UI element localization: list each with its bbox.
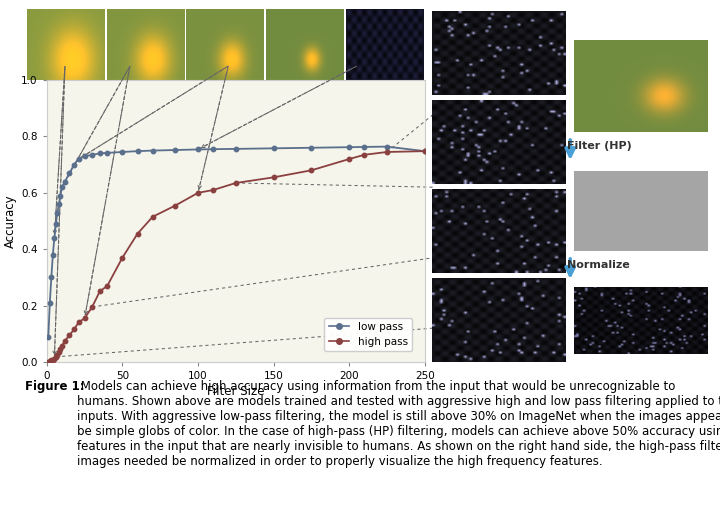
- Text: Normalize: Normalize: [567, 260, 629, 270]
- Legend: low pass, high pass: low pass, high pass: [325, 317, 412, 351]
- Text: Figure 1:: Figure 1:: [25, 380, 85, 393]
- Text: Filter (HP): Filter (HP): [567, 141, 631, 151]
- X-axis label: Filter Size: Filter Size: [207, 385, 264, 398]
- Y-axis label: Accuracy: Accuracy: [4, 194, 17, 248]
- Text: Models can achieve high accuracy using information from the input that would be : Models can achieve high accuracy using i…: [77, 380, 720, 468]
